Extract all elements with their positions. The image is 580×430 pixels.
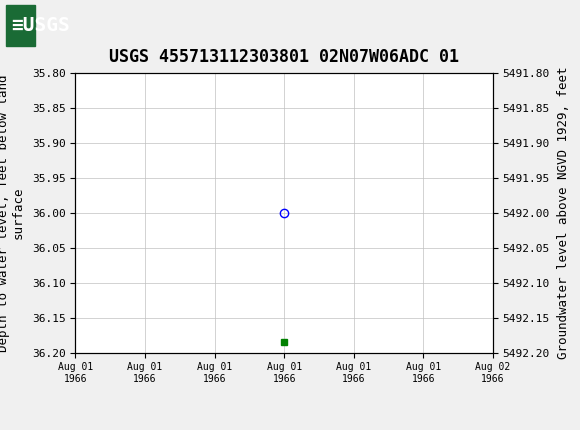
Y-axis label: Groundwater level above NGVD 1929, feet: Groundwater level above NGVD 1929, feet (557, 67, 570, 359)
Y-axis label: Depth to water level, feet below land
surface: Depth to water level, feet below land su… (0, 74, 25, 352)
Title: USGS 455713112303801 02N07W06ADC 01: USGS 455713112303801 02N07W06ADC 01 (109, 48, 459, 66)
Bar (6, 5, 35, 46)
Text: ≡USGS: ≡USGS (12, 16, 70, 35)
